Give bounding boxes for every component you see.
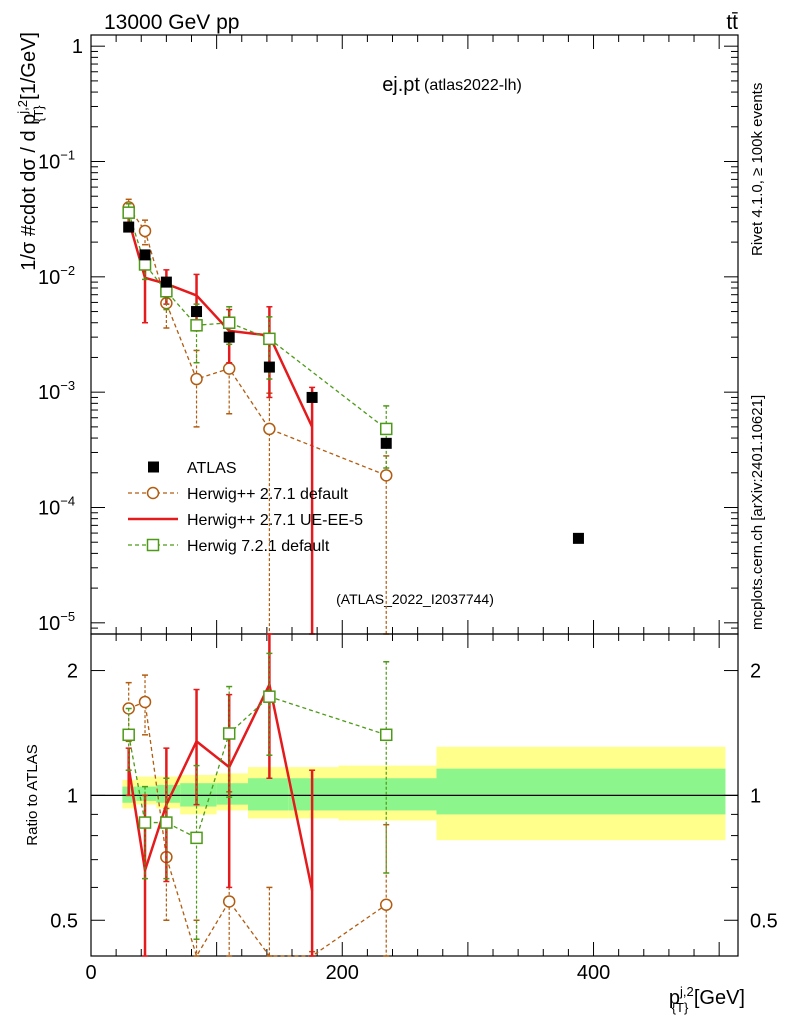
- y-tick-label: 2: [67, 661, 78, 683]
- legend-marker: [148, 461, 159, 473]
- rivet-label: Rivet 4.1.0, ≥ 100k events: [749, 83, 766, 256]
- data-point: [122, 206, 135, 219]
- series-herwig-2-7-1-ue-ee-5: [125, 211, 316, 635]
- series-herwig-7-2-1-default: [122, 652, 393, 940]
- data-point: [138, 224, 152, 238]
- plot-subtitle: (atlas2022-lh): [424, 77, 522, 94]
- data-point: [379, 469, 393, 482]
- y-tick-label: 10−5: [38, 609, 75, 635]
- series-line: [128, 207, 387, 476]
- band-green: [136, 786, 157, 801]
- energy-label: 13000 GeV pp: [104, 11, 239, 34]
- y-tick-label: 10−2: [38, 263, 75, 289]
- legend-label: Herwig++ 2.7.1 default: [187, 486, 349, 503]
- ratio-y-axis-label: Ratio to ATLAS: [24, 744, 41, 845]
- data-point: [572, 532, 584, 544]
- data-point: [190, 319, 203, 332]
- data-point: [139, 249, 151, 261]
- data-point: [379, 728, 393, 742]
- series-line: [128, 212, 387, 430]
- main-panel: 1 10−1 10−2 10−3 10−4 10−5: [38, 34, 739, 635]
- series-atlas: [123, 221, 584, 544]
- data-point: [380, 437, 392, 449]
- data-point: [160, 276, 172, 288]
- plot-title-main: ej.pt: [382, 74, 420, 96]
- plot-title: ej.pt: [382, 74, 420, 96]
- y-tick-label: 10−4: [38, 493, 75, 519]
- legend-item: ATLAS: [148, 460, 237, 477]
- legend-item: Herwig++ 2.7.1 default: [128, 486, 349, 503]
- y-tick-label: 0.5: [50, 910, 78, 932]
- data-point: [160, 816, 173, 829]
- legend-label: ATLAS: [187, 460, 237, 477]
- data-point: [222, 895, 236, 908]
- x-tick-label: 200: [326, 962, 359, 984]
- y-tick-label: 10−3: [38, 378, 75, 404]
- data-point: [190, 372, 203, 386]
- data-point: [223, 331, 235, 343]
- analysis-watermark: (ATLAS_2022_I2037744): [336, 591, 494, 607]
- x-tick-label: 400: [577, 962, 610, 984]
- data-point: [306, 391, 318, 403]
- data-point: [263, 690, 276, 703]
- data-point: [263, 422, 276, 436]
- legend-marker: [146, 538, 160, 552]
- data-point: [222, 362, 236, 375]
- legend-marker: [146, 486, 160, 500]
- data-point: [138, 258, 152, 271]
- series-herwig-7-2-1-default: [122, 203, 393, 469]
- band-green: [436, 768, 726, 815]
- source-label: mcplots.cern.ch [arXiv:2401.10621]: [749, 395, 766, 630]
- band-green: [248, 778, 289, 811]
- ratio-panel: 0 200 400 0.5 0.5 1 1 2 2: [50, 633, 778, 984]
- x-tick-label: 0: [85, 962, 96, 984]
- y-tick-label-right: 1: [750, 785, 761, 807]
- data-point: [379, 898, 393, 911]
- data-point: [138, 695, 152, 709]
- x-axis-label: pj,2 {T} [GeV]: [669, 984, 745, 1015]
- y-tick-label: 1: [72, 36, 83, 58]
- data-point: [263, 361, 275, 373]
- data-point: [222, 727, 236, 740]
- legend-item: Herwig 7.2.1 default: [128, 538, 330, 555]
- data-point: [379, 422, 393, 436]
- series-line: [128, 701, 387, 958]
- legend: ATLAS Herwig++ 2.7.1 default Herwig++ 2.7.…: [128, 460, 363, 555]
- process-label: tt̄: [726, 11, 738, 34]
- data-point: [190, 831, 203, 845]
- main-y-axis-label: 1/σ #cdot dσ / d pj,2{T} [1/GeV]: [15, 32, 46, 271]
- band-green: [338, 778, 437, 811]
- legend-label: Herwig 7.2.1 default: [187, 538, 330, 555]
- y-tick-label-right: 2: [750, 661, 761, 683]
- band-green: [216, 783, 249, 805]
- data-point: [138, 816, 152, 829]
- legend-item: Herwig++ 2.7.1 UE-EE-5: [128, 512, 363, 529]
- y-tick-label-right: 0.5: [750, 910, 778, 932]
- legend-label: Herwig++ 2.7.1 UE-EE-5: [187, 512, 363, 529]
- y-tick-label: 10−1: [38, 148, 75, 174]
- data-point: [122, 728, 135, 742]
- band-green: [288, 778, 339, 811]
- data-point: [123, 221, 135, 233]
- data-point: [263, 332, 276, 346]
- data-point: [222, 316, 236, 329]
- series-herwig-2-7-1-default: [122, 198, 393, 635]
- data-point: [191, 306, 203, 318]
- y-tick-label: 1: [67, 785, 78, 807]
